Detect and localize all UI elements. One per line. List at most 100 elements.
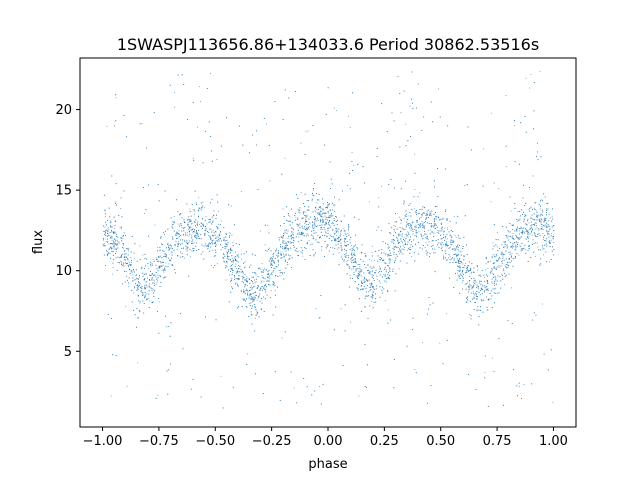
- data-point: [194, 190, 196, 192]
- data-point: [381, 249, 383, 251]
- data-point: [235, 263, 237, 265]
- data-point: [319, 237, 320, 239]
- data-point: [247, 285, 248, 287]
- data-point: [495, 244, 497, 246]
- data-point: [305, 217, 307, 219]
- data-point: [421, 214, 423, 216]
- data-point: [473, 278, 475, 279]
- data-point: [337, 231, 339, 233]
- data-point: [425, 215, 427, 216]
- data-point: [534, 219, 536, 221]
- data-point: [439, 218, 441, 220]
- data-point: [368, 201, 370, 203]
- data-point: [436, 225, 437, 226]
- data-point: [383, 259, 385, 261]
- data-point: [299, 212, 301, 214]
- data-point: [130, 270, 132, 272]
- data-point: [379, 268, 381, 270]
- data-point: [405, 213, 407, 215]
- data-point: [196, 250, 198, 251]
- data-point: [214, 242, 215, 244]
- data-point: [178, 233, 180, 235]
- data-point: [401, 248, 403, 250]
- data-point: [192, 157, 194, 159]
- data-point: [526, 223, 528, 225]
- data-point: [395, 226, 396, 227]
- data-point: [355, 260, 357, 262]
- data-point: [170, 245, 172, 247]
- data-point: [314, 226, 316, 228]
- data-point: [142, 295, 144, 296]
- data-point: [307, 209, 309, 211]
- data-point: [252, 276, 254, 278]
- data-point: [110, 220, 112, 222]
- data-point: [517, 237, 519, 239]
- data-point: [456, 258, 458, 260]
- data-point: [156, 281, 158, 283]
- data-point: [335, 244, 337, 246]
- data-point: [466, 267, 467, 269]
- data-point: [389, 267, 390, 269]
- data-point: [231, 250, 233, 251]
- data-point: [489, 293, 491, 294]
- data-point: [479, 290, 481, 291]
- data-point: [352, 259, 354, 261]
- data-point: [189, 211, 191, 212]
- data-point: [504, 246, 506, 248]
- data-point: [115, 239, 117, 241]
- data-point: [345, 238, 347, 239]
- data-point: [279, 399, 281, 401]
- data-point: [546, 230, 548, 232]
- data-point: [327, 232, 329, 234]
- data-point: [182, 256, 184, 257]
- data-point: [535, 228, 537, 230]
- data-point: [306, 228, 308, 230]
- data-point: [524, 219, 525, 221]
- data-point: [343, 235, 345, 237]
- data-point: [215, 252, 217, 253]
- data-point: [440, 248, 442, 250]
- data-point: [457, 235, 459, 237]
- data-point: [374, 272, 375, 274]
- data-point: [443, 230, 445, 232]
- data-point: [539, 264, 541, 266]
- data-point: [436, 226, 438, 228]
- data-point: [159, 267, 161, 268]
- data-point: [115, 355, 117, 356]
- data-point: [186, 250, 188, 252]
- data-point: [232, 268, 233, 270]
- data-point: [290, 236, 292, 237]
- data-point: [106, 224, 107, 226]
- data-point: [335, 228, 336, 230]
- data-point: [498, 188, 500, 189]
- data-point: [212, 240, 214, 242]
- data-point: [165, 262, 167, 264]
- data-point: [352, 248, 354, 250]
- data-point: [104, 226, 106, 228]
- data-point: [246, 364, 248, 365]
- data-point: [128, 264, 130, 266]
- data-point: [485, 269, 487, 271]
- data-point: [536, 155, 537, 157]
- data-point: [103, 225, 104, 227]
- data-point: [104, 232, 106, 234]
- data-point: [462, 248, 464, 249]
- data-point: [451, 248, 453, 250]
- data-point: [183, 219, 185, 221]
- data-point: [243, 282, 244, 284]
- data-point: [527, 218, 529, 220]
- data-point: [220, 238, 222, 240]
- data-point: [257, 189, 259, 190]
- data-point: [316, 208, 318, 210]
- data-point: [518, 254, 520, 256]
- data-point: [399, 146, 401, 148]
- data-point: [223, 239, 225, 240]
- data-point: [461, 261, 463, 263]
- data-point: [139, 123, 141, 125]
- data-point: [187, 119, 188, 120]
- data-point: [223, 240, 225, 241]
- data-point: [497, 246, 498, 248]
- data-point: [106, 238, 108, 240]
- data-point: [534, 233, 536, 235]
- data-point: [352, 256, 353, 258]
